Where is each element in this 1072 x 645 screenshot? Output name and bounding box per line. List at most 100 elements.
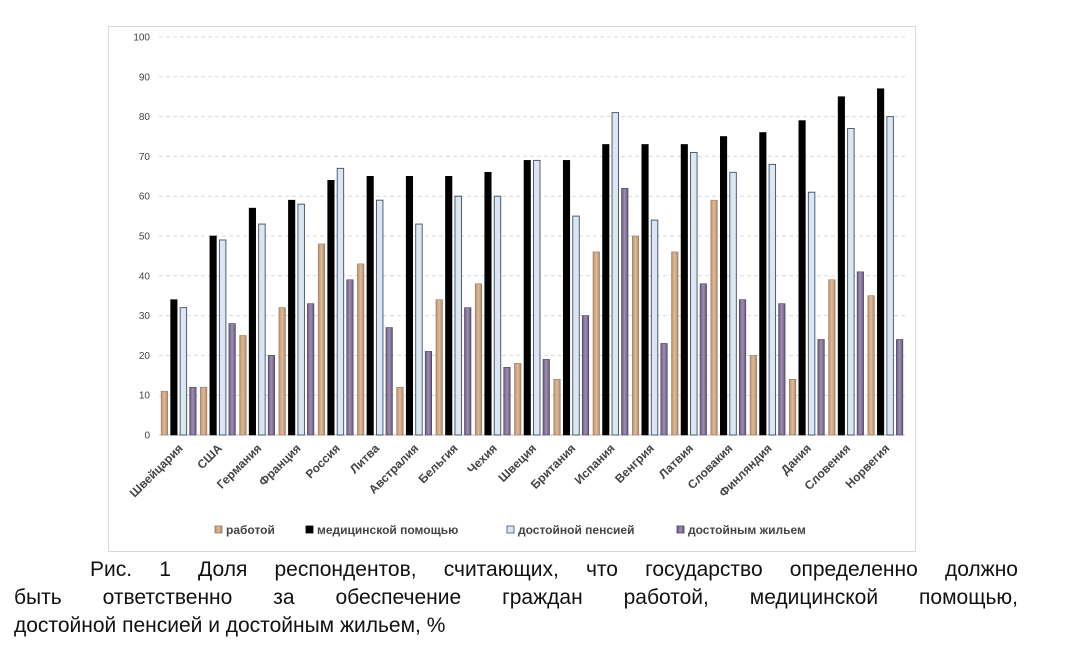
bar-2 [170, 299, 178, 436]
y-tick-label: 30 [139, 311, 151, 322]
bar-1 [631, 235, 640, 436]
bar-1 [789, 378, 797, 436]
bar-2 [641, 144, 649, 436]
x-category-label: Испания [572, 441, 618, 487]
bar-3 [336, 167, 345, 436]
bar-3 [297, 203, 305, 436]
caption-line-2: быть ответственно за обеспечение граждан… [14, 586, 1018, 609]
x-category-label: Швейцария [127, 441, 186, 500]
bar-2 [366, 176, 374, 436]
bar-3 [847, 128, 855, 436]
bar-1 [357, 263, 365, 436]
x-category-label: Россия [303, 441, 343, 481]
legend-swatch [214, 525, 223, 534]
bar-2 [562, 160, 571, 436]
legend-swatch [506, 525, 515, 534]
bar-4 [346, 279, 354, 436]
bar-4 [856, 271, 864, 436]
bar-3 [650, 219, 659, 436]
chart-frame: 0 10 20 30 40 50 60 70 80 90 100 Швейцария США Герман… [108, 26, 916, 552]
y-tick-label: 20 [139, 351, 151, 362]
bar-3 [611, 112, 619, 436]
bar-3 [258, 223, 266, 436]
bar-4 [581, 315, 590, 436]
bar-3 [729, 171, 737, 436]
bar-2 [759, 132, 767, 436]
bar-2 [720, 136, 728, 436]
bar-4 [699, 283, 707, 436]
bar-4 [778, 303, 786, 436]
y-tick-label: 10 [139, 391, 151, 402]
bar-2 [327, 179, 335, 436]
caption-line-3: достойной пенсией и достойным жильем, % [14, 614, 446, 637]
bar-4 [228, 323, 236, 436]
bar-3 [533, 159, 541, 436]
legend-label: достойной пенсией [518, 523, 634, 537]
figure-caption: Рис. 1 Доля респондентов, считающих, что… [14, 556, 1018, 640]
bar-2 [877, 88, 885, 436]
x-category-label: Литва [347, 441, 382, 476]
y-tick-label: 50 [139, 232, 151, 243]
x-category-label: Чехия [465, 441, 500, 476]
bar-4 [267, 355, 275, 436]
legend-label: достойным жильем [688, 523, 806, 537]
y-tick-label: 70 [139, 152, 151, 163]
bar-1 [867, 295, 875, 436]
bar-1 [160, 390, 168, 436]
bar-2 [484, 172, 492, 436]
bar-2 [209, 235, 217, 436]
bar-4 [424, 351, 433, 436]
bar-3 [807, 191, 816, 436]
bar-1 [278, 307, 286, 436]
bar-2 [405, 176, 414, 436]
legend-swatch [305, 525, 314, 534]
bar-4 [542, 359, 550, 436]
bar-1 [239, 335, 247, 436]
x-category-label: Франция [256, 441, 304, 489]
x-category-label: США [194, 441, 225, 472]
x-category-label: Венгрия [612, 441, 657, 486]
caption-line-1: Рис. 1 Доля респондентов, считающих, что… [90, 558, 1018, 581]
bar-1 [592, 251, 600, 436]
legend-swatch [676, 525, 685, 534]
bar-1 [671, 251, 679, 436]
bar-1 [474, 283, 483, 436]
bar-1 [435, 299, 443, 436]
x-category-label: Бельгия [416, 441, 461, 486]
bar-4 [464, 307, 472, 436]
bar-2 [445, 176, 453, 436]
bar-3 [768, 163, 777, 436]
bar-2 [837, 96, 845, 436]
bar-1 [514, 363, 522, 436]
bar-4 [660, 343, 668, 436]
bar-1 [396, 386, 404, 436]
bar-3 [454, 195, 462, 436]
bar-2 [602, 144, 610, 436]
bar-3 [415, 223, 423, 436]
bar-4 [896, 339, 904, 436]
bar-3 [218, 239, 227, 436]
bar-3 [375, 199, 384, 436]
bar-4 [503, 367, 511, 436]
bar-2 [798, 120, 806, 436]
bar-1 [553, 378, 561, 436]
bar-1 [317, 243, 325, 436]
y-tick-label: 90 [139, 72, 151, 83]
bar-3 [493, 195, 502, 436]
bar-4 [817, 339, 825, 436]
bar-4 [189, 386, 197, 436]
bar-3 [690, 151, 698, 436]
bar-4 [621, 187, 629, 436]
bar-1 [828, 279, 836, 436]
bar-2 [288, 199, 296, 436]
bar-1 [710, 199, 718, 436]
bar-2 [680, 144, 688, 436]
bar-2 [523, 160, 531, 436]
y-tick-label: 0 [144, 431, 150, 442]
y-tick-label: 100 [133, 33, 150, 44]
y-tick-label: 80 [139, 112, 151, 123]
legend-label: работой [226, 523, 275, 537]
bar-3 [179, 307, 188, 436]
x-category-label: Дания [778, 441, 814, 477]
